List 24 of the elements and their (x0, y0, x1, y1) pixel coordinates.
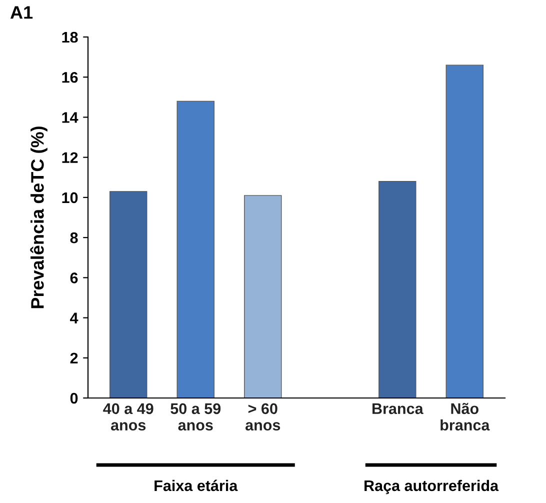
y-tick-label: 18 (62, 32, 78, 43)
x-tick-label: Branca (372, 403, 424, 414)
y-tick-label: 16 (62, 72, 78, 83)
x-tick-label: 40 a 49 anos (103, 403, 154, 431)
x-tick-label: 50 a 59 anos (170, 403, 221, 431)
y-tick-label: 2 (70, 352, 78, 364)
bar (378, 181, 416, 398)
y-tick-label: 10 (62, 192, 78, 204)
text: Faixa etária (154, 480, 238, 492)
x-tick-label: Não branca (440, 402, 490, 431)
text: Raça autorreferida (364, 480, 499, 494)
bar (446, 64, 484, 398)
y-tick-label: 8 (70, 232, 78, 244)
y-tick-label: 12 (62, 152, 78, 163)
bar (244, 195, 282, 398)
x-tick-label: > 60 anos (245, 403, 280, 431)
y-tick-label: 0 (70, 392, 78, 404)
chart-title: A1 (10, 6, 33, 19)
y-tick-label: 6 (70, 272, 78, 284)
bar (176, 100, 214, 398)
bar (110, 191, 148, 398)
y-tick-label: 14 (62, 112, 78, 123)
y-tick-label: 4 (70, 312, 78, 324)
y-axis-title: Prevalência deTC (%) (30, 126, 48, 308)
